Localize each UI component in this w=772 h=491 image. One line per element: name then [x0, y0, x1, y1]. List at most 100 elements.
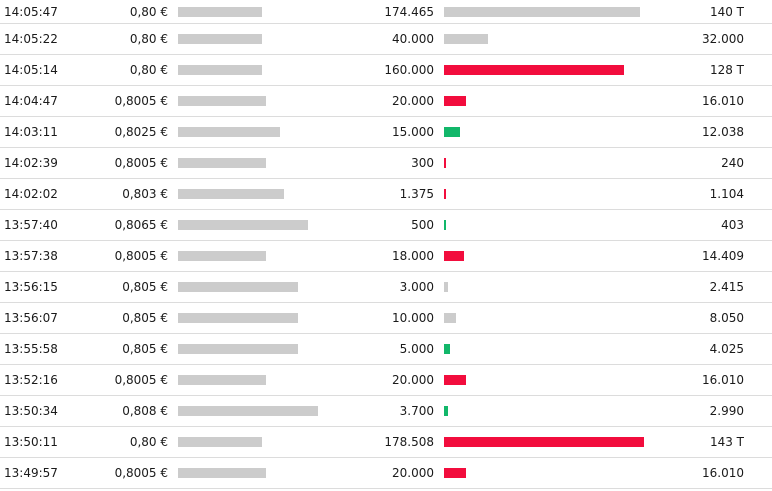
trade-turnover: 1.104 [709, 187, 744, 201]
trade-turnover: 14.409 [702, 249, 744, 263]
table-row: 13:55:58 0,805 € 5.000 4.025 [0, 334, 772, 365]
price-bar [178, 282, 298, 292]
table-row: 14:02:02 0,803 € 1.375 1.104 [0, 179, 772, 210]
price-bar [178, 437, 262, 447]
price-bar [178, 96, 266, 106]
trade-price: 0,80 € [129, 435, 168, 449]
trade-time: 13:55:58 [4, 342, 58, 356]
volume-bar [444, 65, 624, 75]
trade-volume: 20.000 [392, 373, 434, 387]
trade-volume: 178.508 [384, 435, 434, 449]
trade-price: 0,8065 € [114, 218, 168, 232]
trade-volume: 174.465 [384, 4, 434, 19]
volume-bar [444, 189, 446, 199]
trade-volume: 10.000 [392, 311, 434, 325]
table-row: 13:49:57 0,8005 € 20.000 16.010 [0, 458, 772, 489]
price-bar [178, 6, 262, 17]
trade-time: 13:52:16 [4, 373, 58, 387]
trade-price: 0,805 € [122, 311, 168, 325]
volume-bar [444, 34, 488, 44]
volume-bar [444, 6, 640, 17]
trade-volume: 15.000 [392, 125, 434, 139]
price-bar [178, 344, 298, 354]
trade-price: 0,80 € [129, 4, 168, 19]
trade-time: 14:02:39 [4, 156, 58, 170]
trade-time: 13:49:57 [4, 466, 58, 480]
price-bar [178, 313, 298, 323]
trade-time: 14:05:47 [4, 4, 58, 19]
volume-bar [444, 96, 466, 106]
price-bar [178, 127, 280, 137]
trade-time: 13:56:07 [4, 311, 58, 325]
trade-volume: 40.000 [392, 32, 434, 46]
trade-price: 0,8025 € [114, 125, 168, 139]
volume-bar [444, 220, 446, 230]
trade-time: 14:02:02 [4, 187, 58, 201]
table-row: 14:05:14 0,80 € 160.000 128 T [0, 55, 772, 86]
volume-bar [444, 282, 448, 292]
trade-price: 0,8005 € [114, 373, 168, 387]
price-bar [178, 65, 262, 75]
volume-bar [444, 437, 644, 447]
trade-turnover: 12.038 [702, 125, 744, 139]
volume-bar [444, 127, 460, 137]
trade-volume: 20.000 [392, 94, 434, 108]
trade-time: 14:04:47 [4, 94, 58, 108]
trade-price: 0,8005 € [114, 249, 168, 263]
trade-turnover: 240 [721, 156, 744, 170]
trade-price: 0,80 € [129, 32, 168, 46]
trade-time: 13:56:15 [4, 280, 58, 294]
trade-turnover: 2.990 [709, 404, 744, 418]
trade-turnover: 143 T [709, 435, 744, 449]
table-row: 14:02:39 0,8005 € 300 240 [0, 148, 772, 179]
trade-price: 0,8005 € [114, 466, 168, 480]
price-bar [178, 189, 284, 199]
volume-bar [444, 406, 448, 416]
trade-volume: 160.000 [384, 63, 434, 77]
table-row: 14:03:11 0,8025 € 15.000 12.038 [0, 117, 772, 148]
trade-time: 13:50:34 [4, 404, 58, 418]
trade-turnover: 16.010 [702, 94, 744, 108]
price-bar [178, 220, 308, 230]
trade-turnover: 4.025 [709, 342, 744, 356]
trade-volume: 500 [411, 218, 434, 232]
trade-price: 0,805 € [122, 342, 168, 356]
price-bar [178, 158, 266, 168]
volume-bar [444, 468, 466, 478]
trade-price: 0,805 € [122, 280, 168, 294]
trade-time: 13:57:38 [4, 249, 58, 263]
table-row: 13:52:16 0,8005 € 20.000 16.010 [0, 365, 772, 396]
volume-bar [444, 158, 446, 168]
trade-volume: 18.000 [392, 249, 434, 263]
trade-volume: 3.700 [399, 404, 434, 418]
trade-time: 13:57:40 [4, 218, 58, 232]
trade-volume: 1.375 [399, 187, 434, 201]
trade-price: 0,8005 € [114, 94, 168, 108]
trade-turnover: 16.010 [702, 373, 744, 387]
table-row: 13:57:40 0,8065 € 500 403 [0, 210, 772, 241]
table-row: 13:56:15 0,805 € 3.000 2.415 [0, 272, 772, 303]
trade-time: 14:05:22 [4, 32, 58, 46]
table-row: 14:05:47 0,80 € 174.465 140 T [0, 0, 772, 24]
trade-time: 13:50:11 [4, 435, 58, 449]
trade-price: 0,808 € [122, 404, 168, 418]
trade-price: 0,8005 € [114, 156, 168, 170]
trade-turnover: 32.000 [702, 32, 744, 46]
trade-turnover: 140 T [709, 4, 744, 19]
trade-time: 14:05:14 [4, 63, 58, 77]
trade-volume: 5.000 [399, 342, 434, 356]
table-row: 14:05:22 0,80 € 40.000 32.000 [0, 24, 772, 55]
price-bar [178, 406, 318, 416]
trade-turnover: 8.050 [709, 311, 744, 325]
trade-volume: 20.000 [392, 466, 434, 480]
trade-turnover: 128 T [709, 63, 744, 77]
volume-bar [444, 251, 464, 261]
table-row: 13:50:11 0,80 € 178.508 143 T [0, 427, 772, 458]
trade-volume: 3.000 [399, 280, 434, 294]
price-bar [178, 251, 266, 261]
table-row: 13:56:07 0,805 € 10.000 8.050 [0, 303, 772, 334]
trade-turnover: 2.415 [709, 280, 744, 294]
table-row: 13:57:38 0,8005 € 18.000 14.409 [0, 241, 772, 272]
trade-time: 14:03:11 [4, 125, 58, 139]
